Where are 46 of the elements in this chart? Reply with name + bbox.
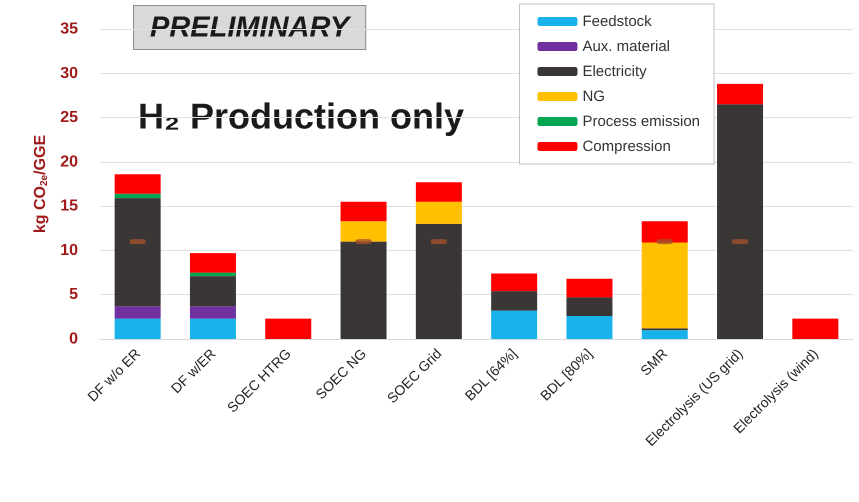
bar (491, 273, 538, 292)
x-tick-label: DF w/o ER (84, 345, 144, 404)
bar (792, 318, 838, 339)
bar (491, 310, 538, 339)
bar (114, 198, 161, 306)
y-tick-label: 30 (60, 64, 78, 82)
bar (717, 104, 764, 339)
bar (416, 182, 462, 202)
bar (566, 278, 612, 298)
bar (717, 84, 764, 104)
legend-label: Feedstock (582, 13, 652, 30)
y-tick-label: 5 (69, 286, 78, 304)
bar (340, 242, 387, 339)
annotation: PRELIMINARY (150, 12, 352, 44)
bar (340, 221, 387, 242)
y-axis-title: kg CO2e/GGE (32, 134, 50, 234)
legend-label: Aux. material (582, 38, 670, 55)
legend-label: Process emission (582, 113, 700, 130)
bar (642, 242, 688, 328)
legend-label: NG (582, 88, 605, 105)
bar (190, 318, 236, 339)
bar (340, 202, 387, 222)
y-tick-label: 10 (60, 242, 78, 259)
bar (114, 194, 161, 198)
y-tick-label: 15 (60, 198, 78, 215)
legend-label: Electricity (582, 63, 648, 80)
bar (190, 253, 236, 273)
y-tick-label: 0 (69, 330, 78, 348)
bar (190, 306, 236, 319)
y-tick-label: 25 (60, 109, 78, 126)
y-tick-label: 35 (60, 20, 78, 38)
y-tick-label: 20 (60, 153, 78, 170)
bar (190, 272, 236, 276)
bar (114, 174, 161, 194)
legend-label: Compression (582, 138, 671, 155)
bar (566, 316, 612, 339)
bar (566, 297, 612, 316)
bar (491, 291, 538, 311)
bar (642, 330, 688, 339)
bar (416, 202, 462, 224)
bar (190, 276, 236, 306)
bar (114, 306, 161, 319)
bar (416, 224, 462, 339)
bar (114, 318, 161, 339)
bar (265, 318, 312, 339)
bar (642, 221, 688, 242)
